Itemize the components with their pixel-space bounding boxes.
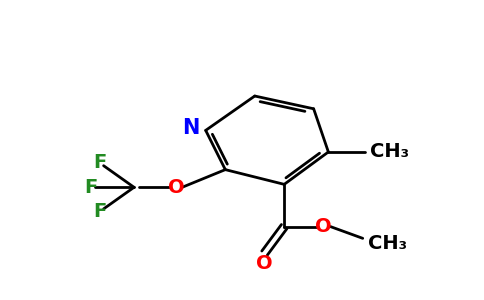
Text: N: N bbox=[182, 118, 200, 138]
Text: CH₃: CH₃ bbox=[370, 142, 408, 161]
Text: F: F bbox=[93, 202, 106, 221]
Text: O: O bbox=[256, 254, 273, 273]
Text: O: O bbox=[168, 178, 184, 197]
Text: CH₃: CH₃ bbox=[368, 234, 407, 253]
Text: O: O bbox=[315, 217, 332, 236]
Text: F: F bbox=[93, 153, 106, 172]
Text: F: F bbox=[84, 178, 97, 197]
